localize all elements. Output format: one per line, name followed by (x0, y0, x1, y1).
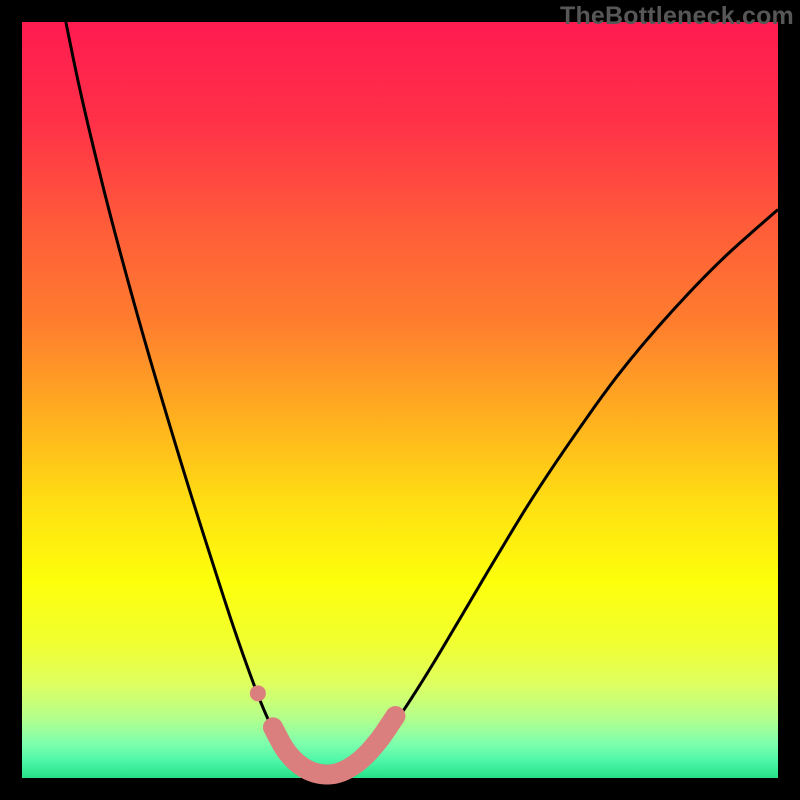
highlight-dot (250, 685, 266, 701)
plot-area (22, 22, 778, 778)
bottleneck-curve (66, 22, 778, 777)
chart-container: TheBottleneck.com (0, 0, 800, 800)
watermark-text: TheBottleneck.com (560, 2, 794, 31)
curve-layer (22, 22, 778, 778)
highlight-band (273, 716, 395, 775)
